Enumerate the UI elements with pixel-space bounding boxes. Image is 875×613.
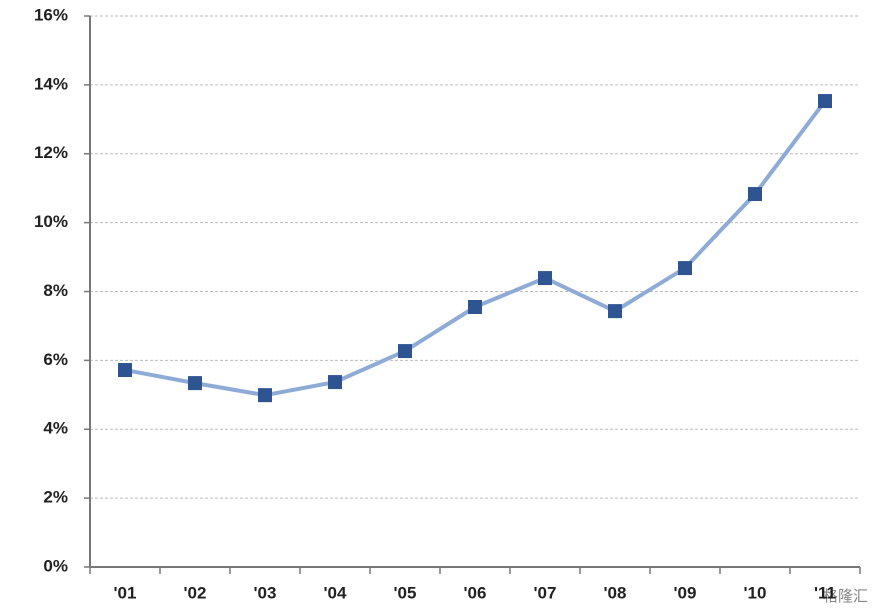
x-tick-label: '07 bbox=[534, 583, 557, 602]
x-tick-label: '02 bbox=[184, 583, 207, 602]
y-tick-label: 14% bbox=[34, 74, 68, 93]
x-tick-label: '01 bbox=[114, 583, 137, 602]
marker bbox=[608, 304, 622, 319]
y-tick-label: 16% bbox=[34, 5, 68, 24]
marker bbox=[398, 344, 412, 359]
x-tick-label: '03 bbox=[254, 583, 277, 602]
y-tick-label: 12% bbox=[34, 143, 68, 162]
y-tick-label: 2% bbox=[43, 488, 68, 507]
x-tick-label: '05 bbox=[394, 583, 417, 602]
marker bbox=[538, 271, 552, 286]
x-tick-label: '04 bbox=[324, 583, 347, 602]
marker bbox=[328, 375, 342, 390]
marker bbox=[818, 94, 832, 109]
x-tick-label: '10 bbox=[744, 583, 767, 602]
y-tick-label: 10% bbox=[34, 212, 68, 231]
y-tick-label: 6% bbox=[43, 350, 68, 369]
marker bbox=[188, 376, 202, 391]
y-tick-label: 0% bbox=[43, 556, 68, 575]
x-tick-label: '11 bbox=[814, 583, 836, 602]
marker bbox=[258, 388, 272, 403]
x-tick-label: '09 bbox=[674, 583, 697, 602]
line bbox=[124, 99, 827, 398]
marker bbox=[748, 187, 762, 202]
marker bbox=[468, 299, 482, 314]
x-tick-label: '06 bbox=[464, 583, 487, 602]
watermark: 格隆汇 bbox=[823, 588, 868, 605]
y-tick-label: 4% bbox=[43, 419, 68, 438]
marker bbox=[678, 261, 692, 276]
marker bbox=[118, 363, 132, 378]
x-tick-label: '08 bbox=[604, 583, 627, 602]
y-tick-label: 8% bbox=[43, 281, 68, 300]
